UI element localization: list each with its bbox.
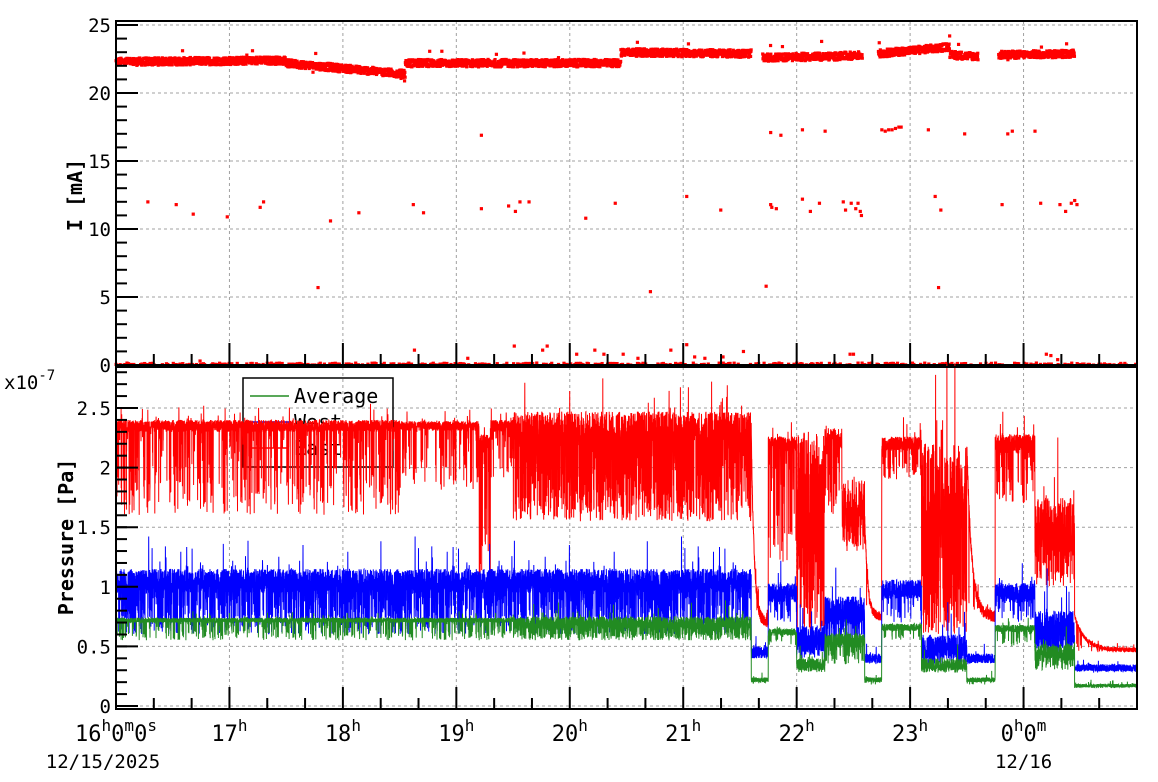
y-tick-label: 5 bbox=[100, 287, 111, 309]
y-tick-label: 0 bbox=[100, 696, 111, 718]
current-y-axis-title: I [mA] bbox=[63, 159, 87, 231]
y-tick-label: 1.5 bbox=[77, 517, 111, 539]
pressure-axes: 0 0.5 1 1.5 2 2.5 bbox=[77, 366, 1138, 718]
y-tick-label: 0 bbox=[100, 355, 111, 377]
y-tick-label: 2.5 bbox=[77, 398, 111, 420]
current-axes: 0 5 10 15 20 25 bbox=[88, 15, 1138, 377]
y-tick-label: 10 bbox=[88, 219, 111, 241]
y-tick-label: 2 bbox=[100, 458, 111, 480]
trace-east bbox=[115, 362, 1138, 654]
y-tick-label: 0.5 bbox=[77, 636, 111, 658]
legend-label-average: Average bbox=[294, 384, 378, 408]
x-tick-label: 20h bbox=[552, 716, 588, 747]
x-tick-label: 19h bbox=[438, 716, 474, 747]
current-grid bbox=[116, 21, 1137, 365]
x-tick-label: 0h0m bbox=[1001, 716, 1047, 747]
pressure-scale-factor: x10-7 bbox=[4, 368, 55, 394]
x-tick-label: 22h bbox=[779, 716, 815, 747]
trace-west bbox=[115, 536, 1138, 674]
x-date-label: 12/16 bbox=[995, 751, 1052, 773]
x-date-label: 12/15/2025 bbox=[46, 751, 160, 773]
trace-average bbox=[115, 600, 1138, 689]
current-plot: 0 5 10 15 20 25 I [mA] bbox=[63, 15, 1138, 377]
y-tick-label: 20 bbox=[88, 83, 111, 105]
current-data-points bbox=[114, 34, 1138, 367]
pressure-traces bbox=[115, 362, 1138, 689]
x-tick-label: 16h0m0s bbox=[75, 716, 157, 747]
x-tick-label: 21h bbox=[665, 716, 701, 747]
pressure-y-axis-title: Pressure [Pa] bbox=[54, 459, 78, 616]
x-tick-label: 17h bbox=[211, 716, 247, 747]
y-tick-label: 25 bbox=[88, 15, 111, 37]
y-tick-label: 1 bbox=[100, 577, 111, 599]
time-axis-labels: 16h0m0s 12/15/2025 17h 18h 19h 20h 21h 22h 23h 0h… bbox=[46, 716, 1052, 773]
x-tick-label: 23h bbox=[892, 716, 928, 747]
x-tick-label: 18h bbox=[325, 716, 361, 747]
y-tick-label: 15 bbox=[88, 151, 111, 173]
